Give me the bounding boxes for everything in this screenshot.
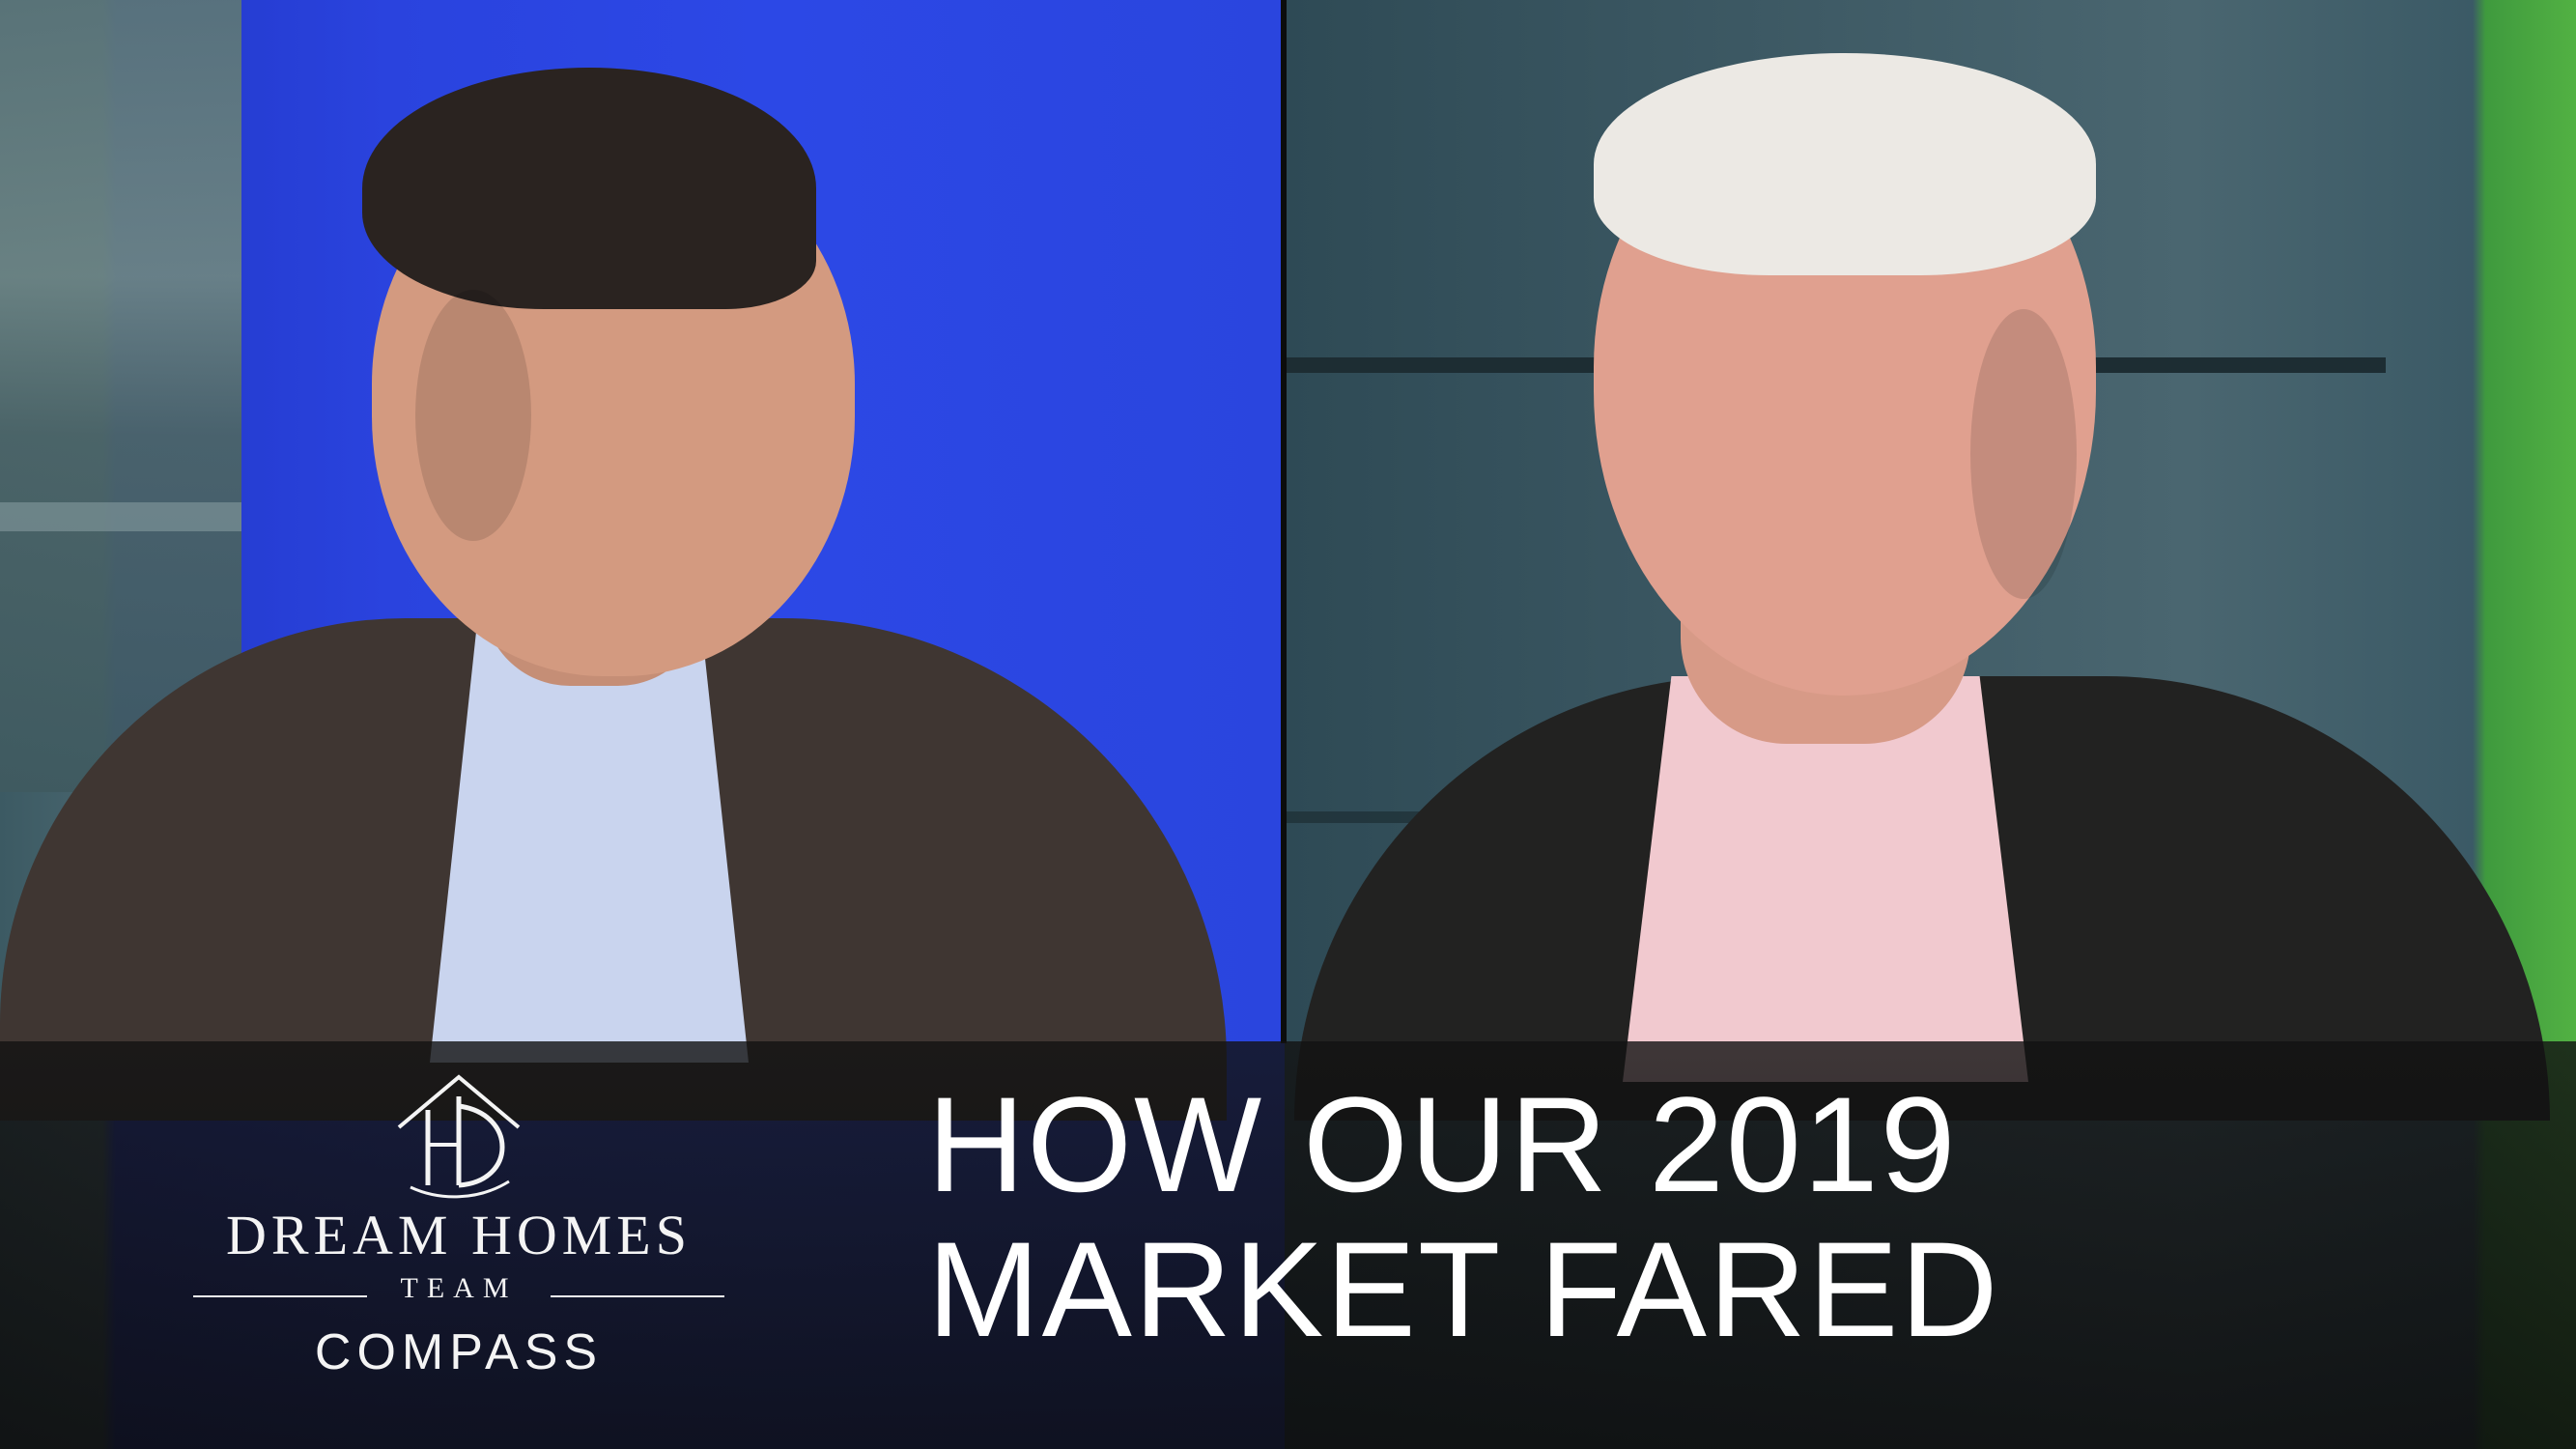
- video-title: HOW OUR 2019 MARKET FARED: [927, 1072, 2260, 1362]
- left-backdrop-wall: [0, 0, 241, 792]
- logo-team-row: TEAM: [169, 1272, 749, 1311]
- house-monogram-icon: [397, 1074, 521, 1199]
- left-speaker-face-shadow: [415, 290, 531, 541]
- right-speaker-hair: [1594, 53, 2096, 275]
- left-speaker-hair: [362, 68, 816, 309]
- logo-name: DREAM HOMES: [226, 1204, 692, 1266]
- lower-third-banner: [0, 1041, 2576, 1449]
- left-speaker-shirt: [430, 618, 749, 1063]
- brand-logo: DREAM HOMES TEAM COMPASS: [169, 1067, 749, 1415]
- logo-team: TEAM: [400, 1272, 518, 1304]
- right-speaker-face-shadow: [1970, 309, 2077, 599]
- title-line-2: MARKET FARED: [927, 1213, 2000, 1365]
- title-line-1: HOW OUR 2019: [927, 1068, 1958, 1220]
- logo-rule-right: [551, 1295, 724, 1297]
- logo-rule-left: [193, 1295, 367, 1297]
- logo-brokerage: COMPASS: [314, 1324, 604, 1380]
- right-speaker-shirt: [1623, 676, 2028, 1082]
- panel-divider: [1281, 0, 1287, 1043]
- left-backdrop-band: [0, 502, 241, 531]
